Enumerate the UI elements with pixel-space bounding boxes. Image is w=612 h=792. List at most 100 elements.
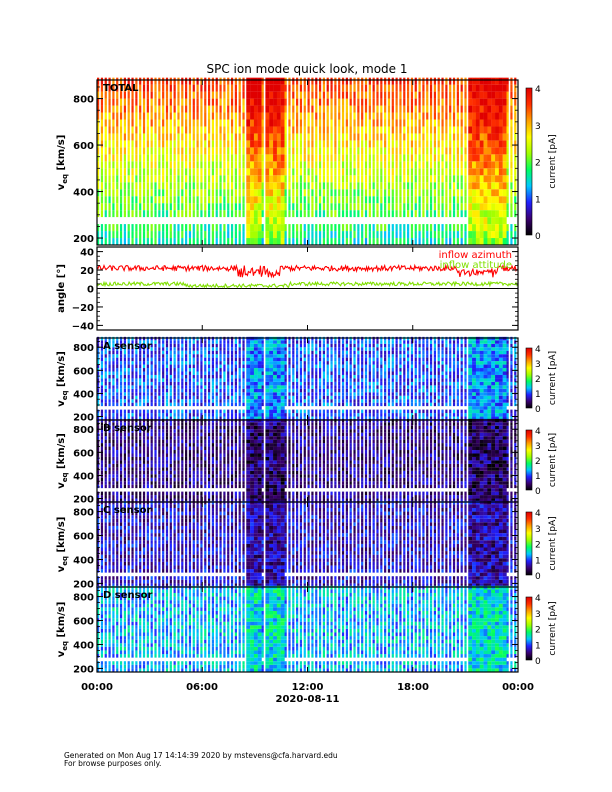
heatmap-cell	[372, 361, 375, 365]
heatmap-cell	[483, 182, 488, 190]
heatmap-cell	[177, 357, 180, 362]
heatmap-cell	[422, 364, 425, 369]
heatmap-cell	[387, 368, 391, 372]
heatmap-cell	[464, 189, 467, 197]
heatmap-cell	[334, 203, 337, 211]
heatmap-cell	[445, 112, 448, 120]
heatmap-cell	[169, 361, 172, 365]
heatmap-cell	[127, 112, 130, 120]
heatmap-cell	[173, 140, 176, 148]
heatmap-cell	[414, 402, 417, 407]
heatmap-cell	[162, 175, 165, 183]
heatmap-cell	[391, 354, 394, 358]
heatmap-cell	[429, 147, 433, 155]
heatmap-cell	[234, 343, 237, 348]
heatmap-cell	[173, 91, 176, 99]
heatmap-cell	[441, 182, 444, 190]
heatmap-cell	[123, 133, 126, 141]
heatmap-cell	[131, 119, 134, 127]
heatmap-cell	[315, 203, 318, 211]
heatmap-cell	[150, 371, 153, 375]
heatmap-cell	[97, 147, 100, 155]
heatmap-cell	[445, 399, 448, 403]
heatmap-cell	[250, 196, 255, 204]
heatmap-cell	[357, 357, 360, 362]
heatmap-cell	[326, 385, 329, 389]
heatmap-cell	[173, 119, 176, 127]
heatmap-cell	[234, 340, 237, 344]
heatmap-cell	[135, 361, 138, 365]
heatmap-cell	[368, 354, 371, 358]
heatmap-cell	[169, 354, 172, 358]
heatmap-cell	[495, 154, 500, 162]
heatmap-cell	[437, 161, 440, 169]
heatmap-cell	[372, 133, 375, 141]
heatmap-cell	[384, 119, 387, 127]
heatmap-cell	[116, 91, 119, 99]
heatmap-cell	[242, 343, 245, 348]
heatmap-cell	[468, 395, 473, 400]
heatmap-cell	[322, 385, 326, 389]
heatmap-cell	[112, 381, 115, 386]
heatmap-cell	[165, 196, 169, 204]
heatmap-cell	[265, 368, 270, 372]
heatmap-cell	[142, 98, 146, 106]
heatmap-cell	[250, 238, 255, 245]
heatmap-cell	[445, 105, 448, 113]
heatmap-cell	[276, 364, 281, 369]
heatmap-cell	[215, 140, 218, 148]
heatmap-cell	[506, 231, 509, 239]
heatmap-cell	[472, 175, 477, 183]
heatmap-cell	[234, 154, 237, 162]
heatmap-cell	[165, 399, 169, 403]
heatmap-cell	[407, 175, 410, 183]
heatmap-cell	[468, 416, 473, 420]
heatmap-cell	[207, 392, 211, 396]
heatmap-cell	[196, 196, 199, 204]
heatmap-cell	[468, 91, 473, 99]
heatmap-cell	[368, 368, 371, 372]
heatmap-cell	[303, 112, 306, 120]
heatmap-cell	[326, 416, 329, 420]
heatmap-cell	[468, 161, 473, 169]
heatmap-cell	[410, 388, 414, 393]
heatmap-cell	[215, 126, 218, 134]
heatmap-cell	[322, 231, 326, 239]
heatmap-cell	[464, 203, 467, 211]
heatmap-cell	[158, 224, 161, 232]
heatmap-cell	[391, 126, 394, 134]
heatmap-cell	[315, 416, 318, 420]
heatmap-cell	[318, 368, 322, 372]
heatmap-cell	[238, 381, 241, 386]
heatmap-cell	[280, 381, 285, 386]
heatmap-cell	[445, 343, 448, 348]
heatmap-cell	[376, 98, 379, 106]
heatmap-cell	[242, 133, 245, 141]
heatmap-cell	[441, 105, 444, 113]
heatmap-cell	[207, 112, 211, 120]
heatmap-cell	[303, 385, 306, 389]
heatmap-cell	[303, 224, 306, 232]
heatmap-cell	[410, 340, 414, 344]
heatmap-cell	[169, 84, 172, 92]
heatmap-cell	[364, 196, 368, 204]
heatmap-cell	[456, 364, 459, 369]
heatmap-cell	[150, 402, 153, 407]
heatmap-cell	[219, 388, 222, 393]
heatmap-cell	[368, 416, 371, 420]
heatmap-cell	[311, 395, 314, 400]
heatmap-cell	[364, 374, 368, 379]
heatmap-cell	[449, 238, 452, 245]
heatmap-cell	[318, 374, 322, 379]
heatmap-cell	[322, 361, 326, 365]
heatmap-cell	[418, 350, 421, 355]
heatmap-cell	[433, 77, 436, 85]
heatmap-cell	[104, 402, 107, 407]
heatmap-cell	[464, 385, 467, 389]
heatmap-cell	[433, 381, 436, 386]
heatmap-cell	[391, 105, 394, 113]
heatmap-cell	[165, 210, 169, 218]
heatmap-cell	[253, 84, 258, 92]
heatmap-cell	[418, 388, 421, 393]
heatmap-cell	[303, 409, 306, 414]
